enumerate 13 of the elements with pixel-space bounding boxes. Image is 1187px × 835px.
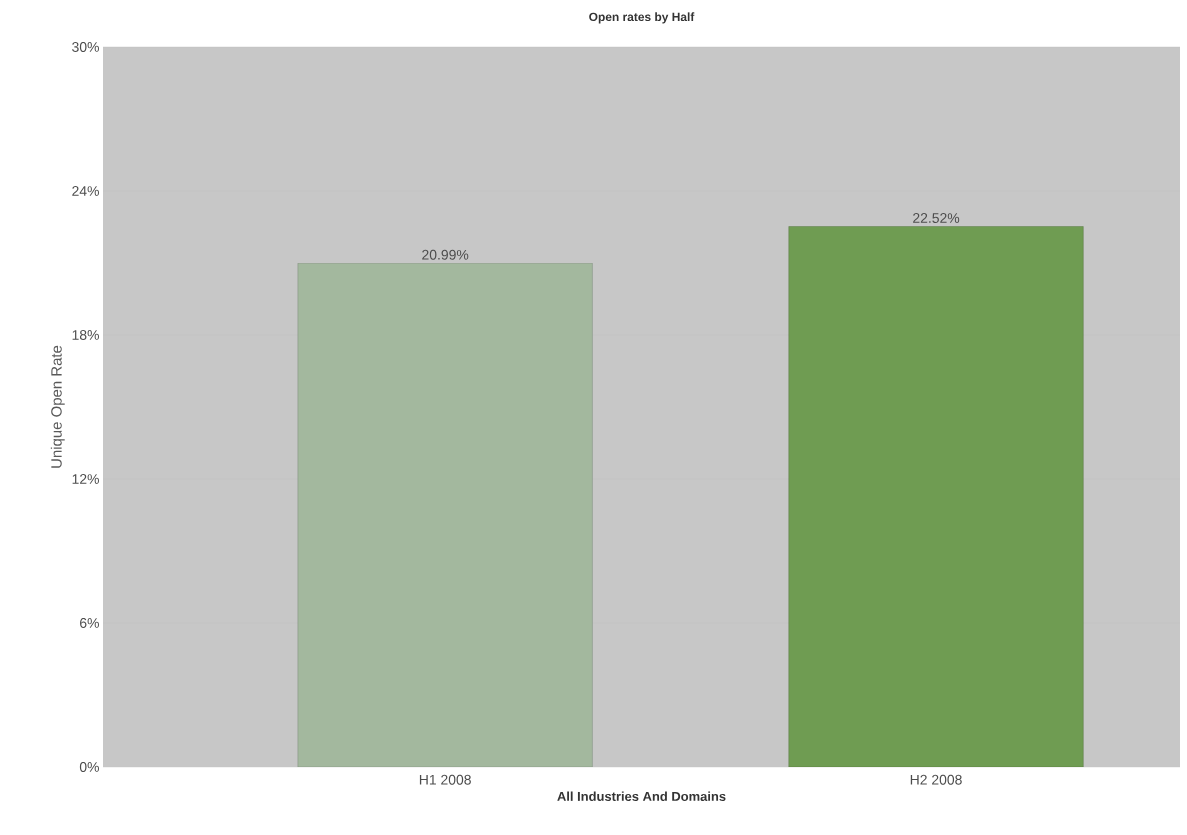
y-tick-label: 6% — [80, 618, 99, 628]
data-label: 22.52% — [913, 213, 960, 223]
x-axis-title: All Industries And Domains — [557, 791, 726, 801]
x-tick-label: H2 2008 — [910, 774, 962, 785]
y-axis-title: Unique Open Rate — [50, 345, 65, 468]
y-tick-label: 0% — [79, 762, 99, 772]
x-tick-label: H1 2008 — [419, 774, 471, 785]
y-tick-label: 24% — [72, 186, 99, 196]
data-label: 20.99% — [422, 249, 469, 260]
y-tick-label: 18% — [72, 330, 99, 340]
y-tick-label: 12% — [72, 474, 99, 484]
chart-title: Open rates by Half — [589, 12, 695, 24]
y-tick-label: 30% — [72, 42, 99, 52]
